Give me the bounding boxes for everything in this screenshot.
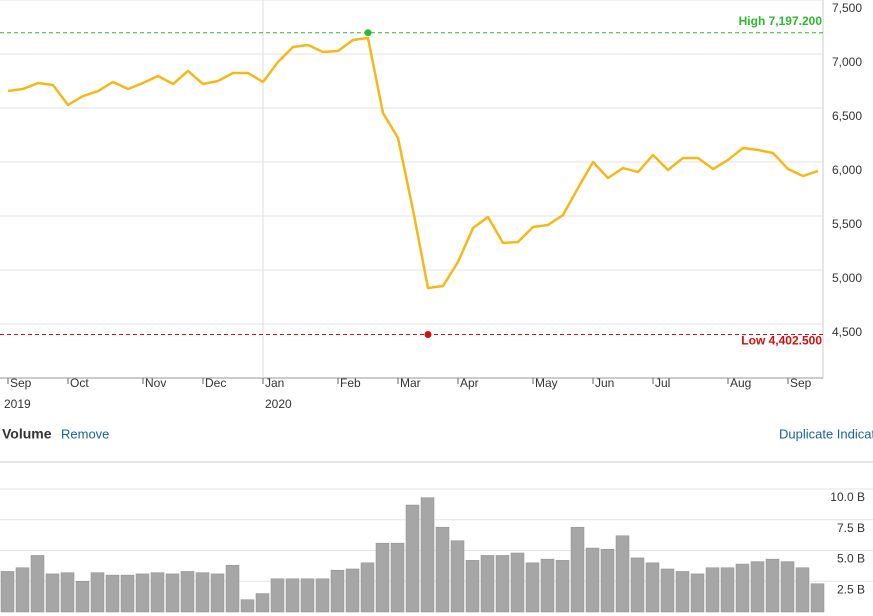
- volume-bar: [810, 583, 825, 613]
- volume-bar: [465, 560, 480, 613]
- volume-bar: [300, 578, 315, 613]
- volume-bar: [105, 574, 120, 613]
- volume-bar: [390, 542, 405, 613]
- volume-bar: [765, 558, 780, 613]
- volume-bar: [540, 558, 555, 613]
- y-tick-label: 7,000: [832, 55, 862, 69]
- volume-bar: [435, 526, 450, 613]
- volume-bar: [120, 574, 135, 613]
- y-tick-label: 7,500: [832, 1, 862, 15]
- x-tick-label: Aug: [730, 376, 751, 390]
- volume-bar: [165, 573, 180, 613]
- y-tick-label: 7.5 B: [837, 521, 865, 535]
- x-tick-label: Mar: [400, 376, 421, 390]
- remove-link[interactable]: Remove: [61, 426, 109, 441]
- volume-bar: [210, 573, 225, 613]
- year-label: 2019: [4, 397, 31, 411]
- x-tick-label: Nov: [145, 376, 166, 390]
- x-tick-label: Apr: [460, 376, 479, 390]
- x-tick-label: Feb: [340, 376, 361, 390]
- y-tick-label: 6,500: [832, 109, 862, 123]
- y-tick-label: 6,000: [832, 163, 862, 177]
- volume-bar: [450, 540, 465, 613]
- x-tick-label: Jun: [595, 376, 614, 390]
- volume-bar: [525, 562, 540, 613]
- volume-bar: [330, 569, 345, 613]
- volume-bar: [345, 568, 360, 613]
- x-tick-label: Jan: [265, 376, 284, 390]
- low-label: Low 4,402.500: [741, 334, 822, 348]
- panel-title: Volume: [2, 426, 52, 442]
- volume-bar: [225, 565, 240, 613]
- y-tick-label: 5,500: [832, 217, 862, 231]
- volume-bar: [0, 571, 15, 613]
- volume-bar: [270, 578, 285, 613]
- y-tick-label: 2.5 B: [837, 582, 865, 596]
- volume-bar: [630, 557, 645, 613]
- volume-bar: [360, 562, 375, 613]
- volume-bar: [315, 578, 330, 613]
- volume-bar: [405, 504, 420, 613]
- volume-bar: [780, 561, 795, 613]
- volume-bar: [615, 535, 630, 613]
- volume-bar: [285, 578, 300, 613]
- x-tick-label: Oct: [70, 376, 89, 390]
- volume-bar: [750, 561, 765, 613]
- volume-bar: [675, 571, 690, 613]
- volume-bar: [570, 526, 585, 613]
- volume-bar: [15, 567, 30, 613]
- volume-bar: [60, 572, 75, 613]
- volume-bar: [75, 581, 90, 613]
- low-marker: [424, 331, 432, 339]
- y-tick-label: 5.0 B: [837, 552, 865, 566]
- volume-bar: [45, 573, 60, 613]
- high-marker: [364, 29, 372, 37]
- volume-bar: [720, 567, 735, 613]
- volume-bar: [255, 593, 270, 613]
- price-line: [7, 36, 819, 290]
- volume-bar: [240, 599, 255, 613]
- volume-bar: [195, 572, 210, 613]
- volume-bar: [495, 555, 510, 613]
- high-label: High 7,197.200: [739, 14, 823, 28]
- volume-bar: [480, 555, 495, 613]
- x-tick-label: Jul: [655, 376, 670, 390]
- y-tick-label: 4,500: [832, 325, 862, 339]
- volume-bar: [735, 563, 750, 613]
- volume-bar: [180, 571, 195, 613]
- y-tick-label: 10.0 B: [830, 490, 865, 504]
- volume-bar: [510, 552, 525, 613]
- volume-bar: [660, 568, 675, 613]
- volume-bar: [645, 562, 660, 613]
- x-tick-label: Sep: [790, 376, 812, 390]
- x-tick-label: Sep: [10, 376, 32, 390]
- year-label: 2020: [265, 397, 292, 411]
- volume-bar: [420, 497, 435, 613]
- volume-bar: [705, 567, 720, 613]
- volume-bar: [135, 573, 150, 613]
- volume-bar: [795, 567, 810, 613]
- x-tick-label: Dec: [205, 376, 226, 390]
- volume-bar: [30, 555, 45, 613]
- y-tick-label: 5,000: [832, 271, 862, 285]
- duplicate-link[interactable]: Duplicate Indicat: [779, 426, 873, 441]
- volume-bar: [90, 572, 105, 613]
- volume-bar: [375, 542, 390, 613]
- volume-bar: [600, 549, 615, 613]
- volume-bar: [555, 560, 570, 613]
- volume-bar: [150, 572, 165, 613]
- volume-bar: [585, 547, 600, 613]
- x-tick-label: May: [535, 376, 558, 390]
- volume-bar: [690, 573, 705, 613]
